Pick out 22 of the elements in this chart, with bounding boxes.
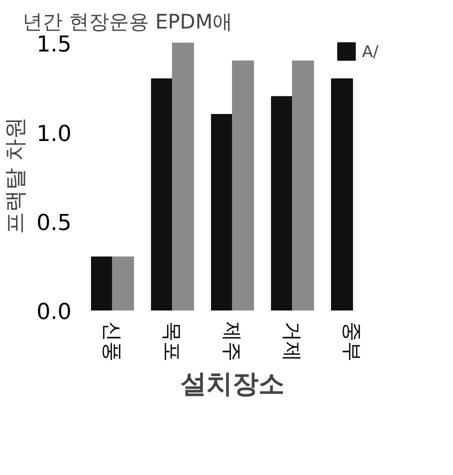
x-tick-label: 거제 (280, 322, 304, 362)
x-axis-title: 설치장소 (180, 370, 284, 400)
bar (292, 60, 314, 310)
bar (271, 96, 293, 310)
y-tick-label: 1.5 (36, 32, 72, 58)
bar (91, 256, 113, 310)
x-tick-label: 제주 (220, 322, 244, 362)
y-axis-title: 프랙탈 차원 (4, 116, 29, 234)
bar (112, 256, 134, 310)
x-tick-label: 목포 (160, 322, 184, 362)
chart-title: 년간 현장운용 EPDM애 (22, 10, 233, 34)
bar (172, 42, 194, 310)
y-tick-label: 0.5 (36, 210, 72, 236)
bar (232, 60, 254, 310)
legend-label: A/ (362, 42, 380, 60)
y-tick-label: 1.0 (36, 122, 72, 147)
x-tick-label: 중부 (340, 322, 364, 362)
bar (211, 114, 233, 310)
y-tick-label: 0.0 (36, 300, 72, 325)
bar (151, 78, 173, 310)
bar (331, 78, 353, 310)
x-tick-label: 신풍 (100, 322, 124, 362)
